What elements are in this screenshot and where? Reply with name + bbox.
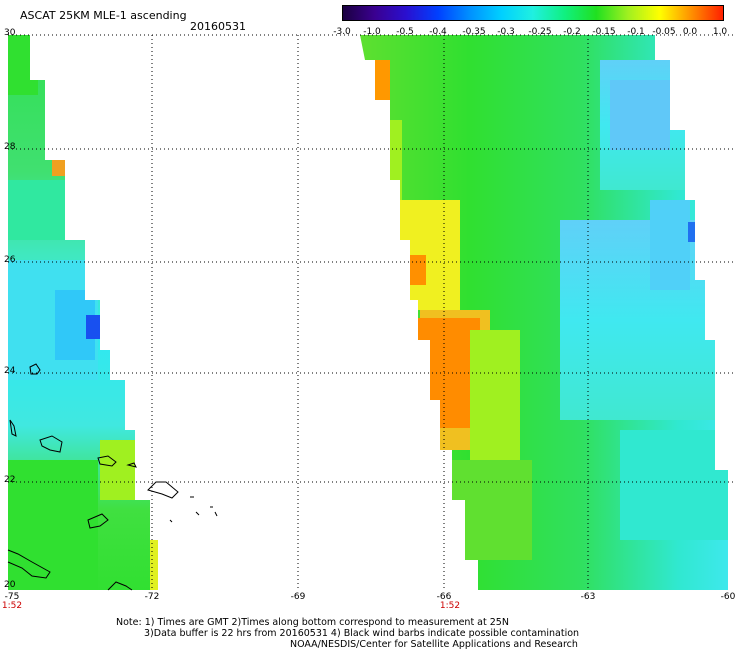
left-swath [8, 35, 158, 590]
colorbar-label: -0.05 [652, 27, 676, 37]
lat-label: 24 [4, 366, 16, 376]
colorbar-label: -0.5 [396, 27, 414, 37]
pass-time-right: 1:52 [439, 601, 461, 611]
grid-lines [8, 34, 735, 590]
product-title: ASCAT 25KM MLE-1 ascending [20, 9, 187, 22]
colorbar-label: 0.0 [682, 27, 698, 37]
lon-label: -72 [144, 592, 160, 602]
colorbar-label: -0.2 [563, 27, 581, 37]
lat-label: 22 [4, 475, 16, 485]
colorbar-label: -0.35 [462, 27, 486, 37]
lat-label: 26 [4, 255, 16, 265]
colorbar-label: -0.4 [429, 27, 447, 37]
pass-time-left: 1:52 [1, 601, 23, 611]
colorbar-label: -0.25 [528, 27, 552, 37]
colorbar [342, 5, 724, 21]
lat-label: 28 [4, 142, 16, 152]
product-date: 20160531 [190, 20, 246, 33]
lat-label: 20 [4, 580, 16, 590]
colorbar-label: -1.0 [363, 27, 381, 37]
colorbar-label: -3.0 [333, 27, 351, 37]
colorbar-label: -0.1 [627, 27, 645, 37]
colorbar-label: -0.15 [592, 27, 616, 37]
note-line-1: Note: 1) Times are GMT 2)Times along bot… [116, 617, 509, 628]
lon-label: -75 [4, 592, 20, 602]
credit-line: NOAA/NESDIS/Center for Satellite Applica… [290, 639, 578, 650]
lon-label: -69 [290, 592, 306, 602]
lon-label: -63 [580, 592, 596, 602]
colorbar-label: -0.3 [497, 27, 515, 37]
lon-label: -60 [720, 592, 736, 602]
colorbar-label: 1.0 [712, 27, 728, 37]
right-swath [360, 35, 728, 590]
lon-label: -66 [436, 592, 452, 602]
lat-label: 30 [4, 28, 16, 38]
note-line-2: 3)Data buffer is 22 hrs from 20160531 4)… [144, 628, 580, 639]
colorbar-gradient [343, 6, 723, 20]
